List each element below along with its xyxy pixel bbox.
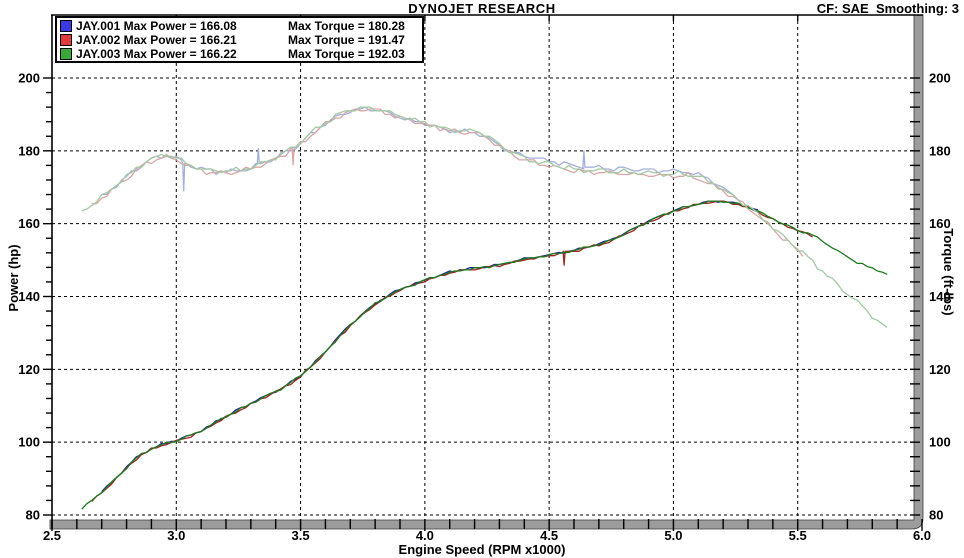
y-right-tick-120: 120: [929, 362, 951, 377]
y-left-tick-80: 80: [26, 508, 40, 523]
legend-torque-jay002: Max Torque = 191.47: [288, 33, 405, 47]
legend-swatch-jay003: [60, 48, 72, 60]
y-right-tick-180: 180: [929, 143, 951, 158]
y-left-tick-200: 200: [18, 71, 40, 86]
legend-swatch-jay002: [60, 34, 72, 46]
legend-power-jay001: JAY.001 Max Power = 166.08: [76, 19, 237, 33]
x-tick-5.0: 5.0: [664, 528, 682, 543]
y-right-tick-160: 160: [929, 216, 951, 231]
legend-power-jay002: JAY.002 Max Power = 166.21: [76, 33, 237, 47]
curve-JAY.003-power: [81, 200, 888, 510]
y-left-tick-140: 140: [18, 289, 40, 304]
y-right-tick-100: 100: [929, 435, 951, 450]
legend-row-jay003: JAY.003 Max Power = 166.22 Max Torque = …: [60, 47, 419, 61]
curve-JAY.003-torque: [81, 106, 888, 329]
legend-row-jay001: JAY.001 Max Power = 166.08 Max Torque = …: [60, 19, 419, 33]
y-right-tick-80: 80: [929, 508, 943, 523]
x-axis-label-engine-speed: Engine Speed (RPM x1000): [398, 542, 566, 557]
plot-frame: [49, 14, 924, 530]
legend-torque-jay001: Max Torque = 180.28: [288, 19, 405, 33]
y-axis-label-power: Power (hp): [6, 244, 21, 312]
axis-ticks: [43, 15, 923, 531]
y-axis-label-torque: Torque (ft-lbs): [941, 228, 956, 316]
curve-JAY.002-power: [91, 200, 813, 502]
run-curves: [81, 106, 888, 510]
correction-smoothing-info: CF: SAE Smoothing: 3: [816, 1, 959, 16]
y-right-tick-140: 140: [929, 289, 951, 304]
x-tick-4.5: 4.5: [540, 528, 558, 543]
x-tick-4.0: 4.0: [416, 528, 434, 543]
page-title: DYNOJET RESEARCH: [408, 1, 556, 16]
x-tick-6.0: 6.0: [913, 528, 931, 543]
curve-JAY.001-power: [101, 200, 759, 493]
curve-JAY.001-torque: [101, 106, 739, 201]
x-tick-3.0: 3.0: [167, 528, 185, 543]
legend-swatch-jay001: [60, 20, 72, 32]
tick-labels: 80 80 100 100 120 120 140 140 160 160 180 180 200 200…: [18, 71, 950, 544]
x-tick-2.5: 2.5: [43, 528, 61, 543]
gridlines: [52, 15, 914, 520]
legend-row-jay002: JAY.002 Max Power = 166.21 Max Torque = …: [60, 33, 419, 47]
curve-JAY.002-torque: [91, 108, 804, 257]
x-tick-5.5: 5.5: [789, 528, 807, 543]
x-tick-3.5: 3.5: [292, 528, 310, 543]
y-left-tick-100: 100: [18, 435, 40, 450]
legend-power-jay003: JAY.003 Max Power = 166.22: [76, 47, 237, 61]
y-left-tick-120: 120: [18, 362, 40, 377]
y-left-tick-160: 160: [18, 216, 40, 231]
y-left-tick-180: 180: [18, 143, 40, 158]
legend-torque-jay003: Max Torque = 192.03: [288, 47, 405, 61]
y-right-tick-200: 200: [929, 71, 951, 86]
run-legend: JAY.001 Max Power = 166.08 Max Torque = …: [55, 16, 424, 63]
